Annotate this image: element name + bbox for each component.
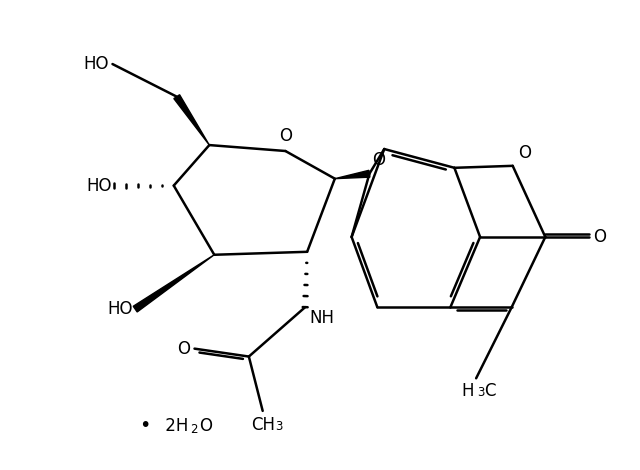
Text: O: O [593, 228, 605, 246]
Text: 3: 3 [276, 420, 283, 433]
Text: O: O [200, 417, 212, 435]
Text: HO: HO [108, 300, 133, 318]
Text: O: O [518, 144, 531, 162]
Text: 2H: 2H [160, 417, 188, 435]
Text: O: O [279, 127, 292, 145]
Text: 3: 3 [477, 386, 484, 399]
Text: C: C [484, 382, 495, 400]
Text: CH: CH [251, 416, 275, 434]
Polygon shape [335, 170, 370, 179]
Text: O: O [372, 151, 385, 169]
Text: NH: NH [309, 309, 334, 327]
Text: HO: HO [83, 55, 109, 73]
Polygon shape [174, 95, 209, 145]
Text: O: O [177, 340, 191, 358]
Text: H: H [461, 382, 474, 400]
Text: •: • [140, 416, 151, 435]
Text: HO: HO [86, 177, 111, 195]
Text: 2: 2 [191, 423, 198, 436]
Polygon shape [133, 255, 214, 312]
